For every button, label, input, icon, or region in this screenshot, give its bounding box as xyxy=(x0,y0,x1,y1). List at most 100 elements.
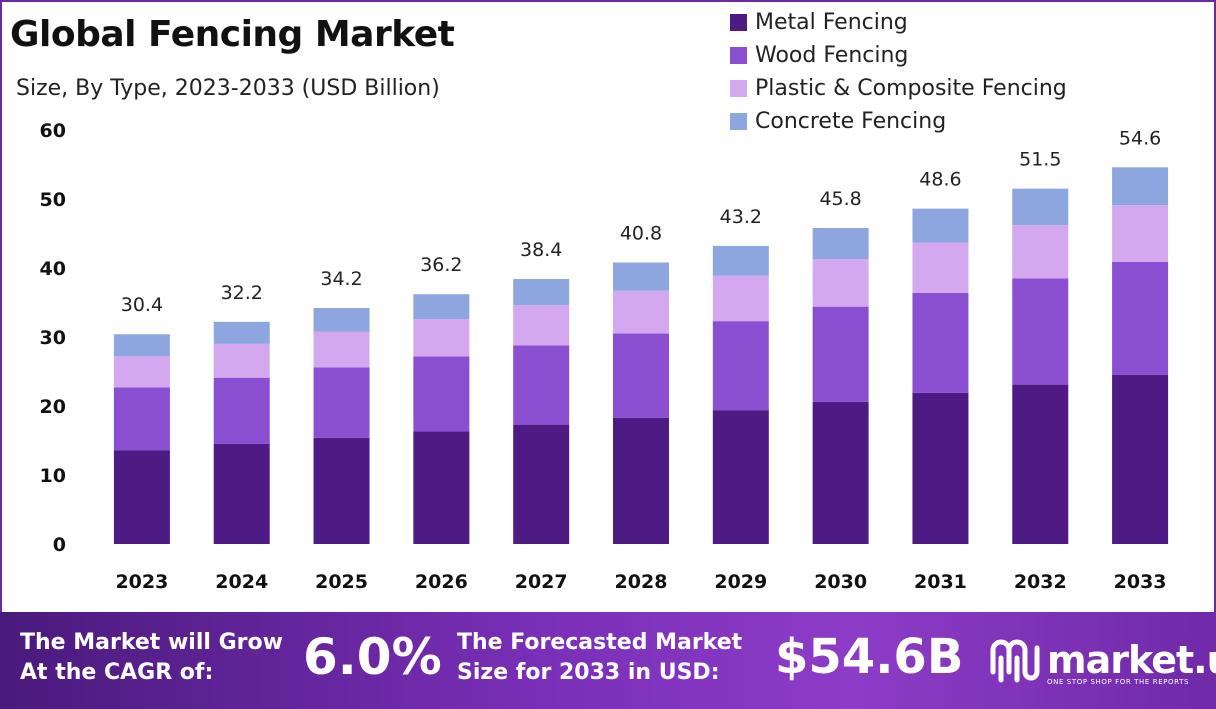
bar-segment-2031-plastic-composite-fencing xyxy=(912,242,969,293)
bar-segment-2027-concrete-fencing xyxy=(513,279,570,306)
legend-label-wood: Wood Fencing xyxy=(755,43,909,68)
total-label-2029: 43.2 xyxy=(720,206,762,228)
legend-item-metal: Metal Fencing xyxy=(730,6,1067,39)
bar-segment-2024-metal-fencing xyxy=(213,443,270,544)
legend-swatch-metal xyxy=(730,14,747,31)
bar-segment-2032-wood-fencing xyxy=(1012,278,1069,385)
bar-segment-2024-wood-fencing xyxy=(213,377,270,444)
legend-swatch-wood xyxy=(730,47,747,64)
legend-item-concrete: Concrete Fencing xyxy=(730,105,1067,138)
forecast-value: $54.6B xyxy=(775,629,964,685)
x-tick-label-2030: 2030 xyxy=(814,571,867,593)
bar-segment-2030-concrete-fencing xyxy=(812,227,869,260)
legend-swatch-concrete xyxy=(730,113,747,130)
bar-segment-2023-wood-fencing xyxy=(113,387,170,451)
bar-segment-2027-wood-fencing xyxy=(513,345,570,425)
y-tick-label-0: 0 xyxy=(53,534,66,556)
forecast-caption: The Forecasted Market Size for 2033 in U… xyxy=(457,628,742,688)
market-us-logo-icon xyxy=(990,639,1040,683)
cagr-caption-line2: At the CAGR of: xyxy=(20,660,214,685)
x-tick-label-2027: 2027 xyxy=(515,571,568,593)
bar-segment-2023-plastic-composite-fencing xyxy=(113,356,170,388)
brand-logo[interactable]: market.us ONE STOP SHOP FOR THE REPORTS xyxy=(985,632,1216,688)
total-label-2023: 30.4 xyxy=(121,294,163,316)
bar-segment-2029-concrete-fencing xyxy=(712,245,769,276)
bar-segment-2028-concrete-fencing xyxy=(613,262,669,291)
legend-item-plastic: Plastic & Composite Fencing xyxy=(730,72,1067,105)
chart-subtitle: Size, By Type, 2023-2033 (USD Billion) xyxy=(16,76,440,101)
forecast-caption-line1: The Forecasted Market xyxy=(457,630,743,655)
stacked-bar-chart: 010203040506030.4202332.2202434.2202536.… xyxy=(40,120,1169,593)
y-tick-label-50: 50 xyxy=(40,189,66,211)
bar-segment-2024-plastic-composite-fencing xyxy=(213,343,270,378)
chart-title: Global Fencing Market xyxy=(10,14,455,55)
legend-item-wood: Wood Fencing xyxy=(730,39,1067,72)
x-tick-label-2029: 2029 xyxy=(714,571,767,593)
cagr-value: 6.0% xyxy=(303,628,442,686)
bar-segment-2029-wood-fencing xyxy=(712,321,769,411)
bar-segment-2033-metal-fencing xyxy=(1112,374,1169,544)
total-label-2033: 54.6 xyxy=(1119,127,1161,149)
legend-label-concrete: Concrete Fencing xyxy=(755,109,947,134)
forecast-caption-line2: Size for 2033 in USD: xyxy=(457,660,720,685)
legend-label-plastic: Plastic & Composite Fencing xyxy=(755,76,1067,101)
bar-segment-2033-plastic-composite-fencing xyxy=(1112,205,1169,262)
bar-segment-2024-concrete-fencing xyxy=(213,321,270,344)
bar-segment-2025-concrete-fencing xyxy=(313,308,370,332)
y-tick-label-10: 10 xyxy=(40,465,66,487)
bar-segment-2029-plastic-composite-fencing xyxy=(712,275,769,322)
cagr-caption-line1: The Market will Grow xyxy=(20,630,283,655)
bar-segment-2023-concrete-fencing xyxy=(113,334,170,357)
total-label-2027: 38.4 xyxy=(520,239,562,261)
bar-segment-2031-concrete-fencing xyxy=(912,208,969,243)
brand-name: market.us xyxy=(1047,638,1216,682)
bar-segment-2026-concrete-fencing xyxy=(413,294,470,320)
bar-segment-2027-plastic-composite-fencing xyxy=(513,305,570,346)
x-tick-label-2025: 2025 xyxy=(315,571,368,593)
y-tick-label-30: 30 xyxy=(40,327,66,349)
x-tick-label-2031: 2031 xyxy=(914,571,967,593)
brand-tagline: ONE STOP SHOP FOR THE REPORTS xyxy=(1047,678,1190,686)
total-label-2026: 36.2 xyxy=(420,254,462,276)
x-tick-label-2028: 2028 xyxy=(615,571,668,593)
bar-segment-2023-metal-fencing xyxy=(113,450,170,544)
bar-segment-2030-metal-fencing xyxy=(812,401,869,544)
bar-segment-2025-plastic-composite-fencing xyxy=(313,331,370,368)
bar-segment-2027-metal-fencing xyxy=(513,424,570,544)
legend-label-metal: Metal Fencing xyxy=(755,10,908,35)
chart-frame xyxy=(0,0,1216,614)
bar-segment-2025-wood-fencing xyxy=(313,367,370,438)
bar-segment-2030-wood-fencing xyxy=(812,306,869,402)
x-tick-label-2023: 2023 xyxy=(115,571,168,593)
bar-segment-2026-wood-fencing xyxy=(413,356,470,432)
total-label-2032: 51.5 xyxy=(1019,149,1061,171)
y-tick-label-60: 60 xyxy=(40,120,66,142)
bar-segment-2031-wood-fencing xyxy=(912,292,969,393)
bar-segment-2028-wood-fencing xyxy=(613,333,669,418)
bar-segment-2031-metal-fencing xyxy=(912,392,969,544)
bar-segment-2033-concrete-fencing xyxy=(1112,167,1169,206)
bar-segment-2026-metal-fencing xyxy=(413,431,470,544)
legend-swatch-plastic xyxy=(730,80,747,97)
bar-segment-2032-plastic-composite-fencing xyxy=(1012,225,1069,279)
bar-segment-2026-plastic-composite-fencing xyxy=(413,319,470,357)
total-label-2028: 40.8 xyxy=(620,222,662,244)
bar-segment-2029-metal-fencing xyxy=(712,410,769,544)
total-label-2024: 32.2 xyxy=(221,282,263,304)
y-tick-label-20: 20 xyxy=(40,396,66,418)
y-tick-label-40: 40 xyxy=(40,258,66,280)
bar-segment-2028-plastic-composite-fencing xyxy=(613,290,669,334)
x-tick-label-2026: 2026 xyxy=(415,571,468,593)
total-label-2030: 45.8 xyxy=(819,188,861,210)
bar-segment-2033-wood-fencing xyxy=(1112,261,1169,375)
bar-segment-2025-metal-fencing xyxy=(313,437,370,544)
total-label-2025: 34.2 xyxy=(320,268,362,290)
chart-legend: Metal Fencing Wood Fencing Plastic & Com… xyxy=(730,6,1067,138)
cagr-caption: The Market will Grow At the CAGR of: xyxy=(20,628,283,688)
footer-banner: The Market will Grow At the CAGR of: 6.0… xyxy=(0,612,1216,709)
total-label-2031: 48.6 xyxy=(919,169,961,191)
bar-segment-2028-metal-fencing xyxy=(613,417,669,544)
bar-segment-2032-metal-fencing xyxy=(1012,384,1069,544)
x-tick-label-2024: 2024 xyxy=(215,571,268,593)
bar-segment-2032-concrete-fencing xyxy=(1012,188,1069,226)
